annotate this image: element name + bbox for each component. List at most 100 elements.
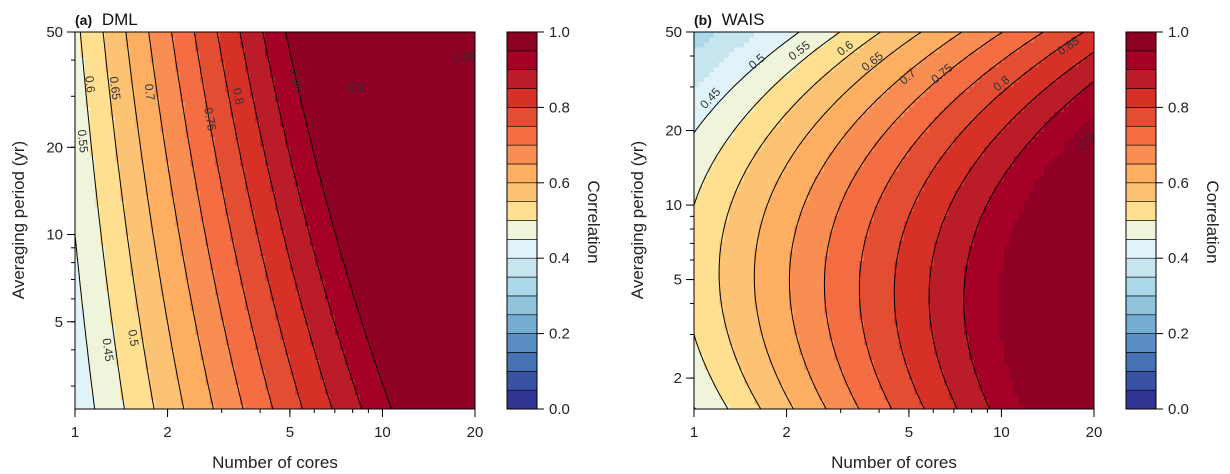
heatmap-cell [140,289,146,296]
heatmap-cell [395,190,401,197]
heatmap-cell [255,106,261,112]
heatmap-cell [375,309,381,316]
heatmap-cell [395,210,401,217]
heatmap-cell [430,136,436,142]
heatmap-cell [290,404,296,409]
heatmap-cell [155,165,161,172]
heatmap-cell [355,230,361,236]
heatmap-cell [105,106,111,112]
heatmap-cell [220,349,226,356]
heatmap-cell [90,250,96,256]
heatmap-cell [185,235,191,241]
heatmap-cell [340,304,346,311]
heatmap-cell [290,284,296,291]
heatmap-cell [360,369,366,375]
heatmap-cell [350,270,356,276]
heatmap-cell [315,240,321,246]
heatmap-cell [280,195,286,202]
heatmap-cell [370,334,376,341]
heatmap-cell [460,121,466,127]
heatmap-cell [95,101,101,108]
heatmap-cell [370,210,376,217]
heatmap-cell [85,170,91,177]
heatmap-cell [240,210,246,217]
heatmap-cell [325,200,331,207]
heatmap-cell [145,260,151,266]
heatmap-cell [245,334,251,341]
heatmap-cell [415,270,421,276]
heatmap-cell [420,175,426,182]
heatmap-cell [450,195,456,202]
heatmap-cell [150,245,156,251]
heatmap-cell [75,384,81,390]
heatmap-cell [445,170,451,177]
heatmap-cell [460,160,466,167]
heatmap-cell [110,364,116,370]
heatmap-cell [200,136,206,142]
heatmap-cell [230,175,236,182]
heatmap-cell [225,185,231,192]
heatmap-cell [205,304,211,311]
heatmap-cell [135,200,141,207]
heatmap-cell [190,344,196,351]
heatmap-cell [235,111,241,117]
heatmap-cell [435,349,441,356]
heatmap-cell [425,160,431,167]
heatmap-cell [415,280,421,286]
heatmap-cell [280,126,286,132]
heatmap-cell [190,265,196,271]
heatmap-cell [430,289,436,296]
heatmap-cell [110,126,116,132]
heatmap-cell [230,379,236,385]
heatmap-cell [295,334,301,341]
heatmap-cell [225,205,231,212]
heatmap-cell [335,399,341,405]
heatmap-cell [185,359,191,365]
heatmap-cell [335,160,341,167]
heatmap-cell [280,364,286,370]
heatmap-cell [205,220,211,227]
heatmap-cell [130,106,136,112]
heatmap-cell [270,215,276,222]
heatmap-cell [415,250,421,256]
heatmap-cell [400,374,406,380]
heatmap-cell [135,364,141,370]
heatmap-cell [460,294,466,301]
heatmap-cell [80,225,86,232]
heatmap-cell [225,299,231,306]
heatmap-cell [150,160,156,167]
heatmap-cell [375,304,381,311]
heatmap-cell [185,111,191,117]
heatmap-cell [365,394,371,400]
heatmap-cell [230,374,236,380]
heatmap-cell [405,146,411,152]
heatmap-cell [175,195,181,202]
heatmap-cell [165,210,171,217]
heatmap-cell [235,200,241,207]
heatmap-cell [405,359,411,365]
heatmap-cell [145,265,151,271]
heatmap-cell [225,349,231,356]
heatmap-cell [105,280,111,286]
heatmap-cell [300,404,306,409]
heatmap-cell [465,334,471,341]
heatmap-cell [290,255,296,261]
heatmap-cell [190,394,196,400]
heatmap-cell [330,205,336,212]
heatmap-cell [435,101,441,108]
heatmap-cell [210,190,216,197]
heatmap-cell [320,106,326,112]
heatmap-cell [460,265,466,271]
heatmap-cell [420,180,426,187]
heatmap-cell [340,240,346,246]
heatmap-cell [460,359,466,365]
heatmap-cell [210,384,216,390]
heatmap-cell [185,240,191,246]
heatmap-cell [105,349,111,356]
heatmap-cell [295,379,301,385]
heatmap-cell [410,195,416,202]
heatmap-cell [355,354,361,360]
heatmap-cell [285,399,291,405]
heatmap-cell [410,319,416,326]
heatmap-cell [175,394,181,400]
